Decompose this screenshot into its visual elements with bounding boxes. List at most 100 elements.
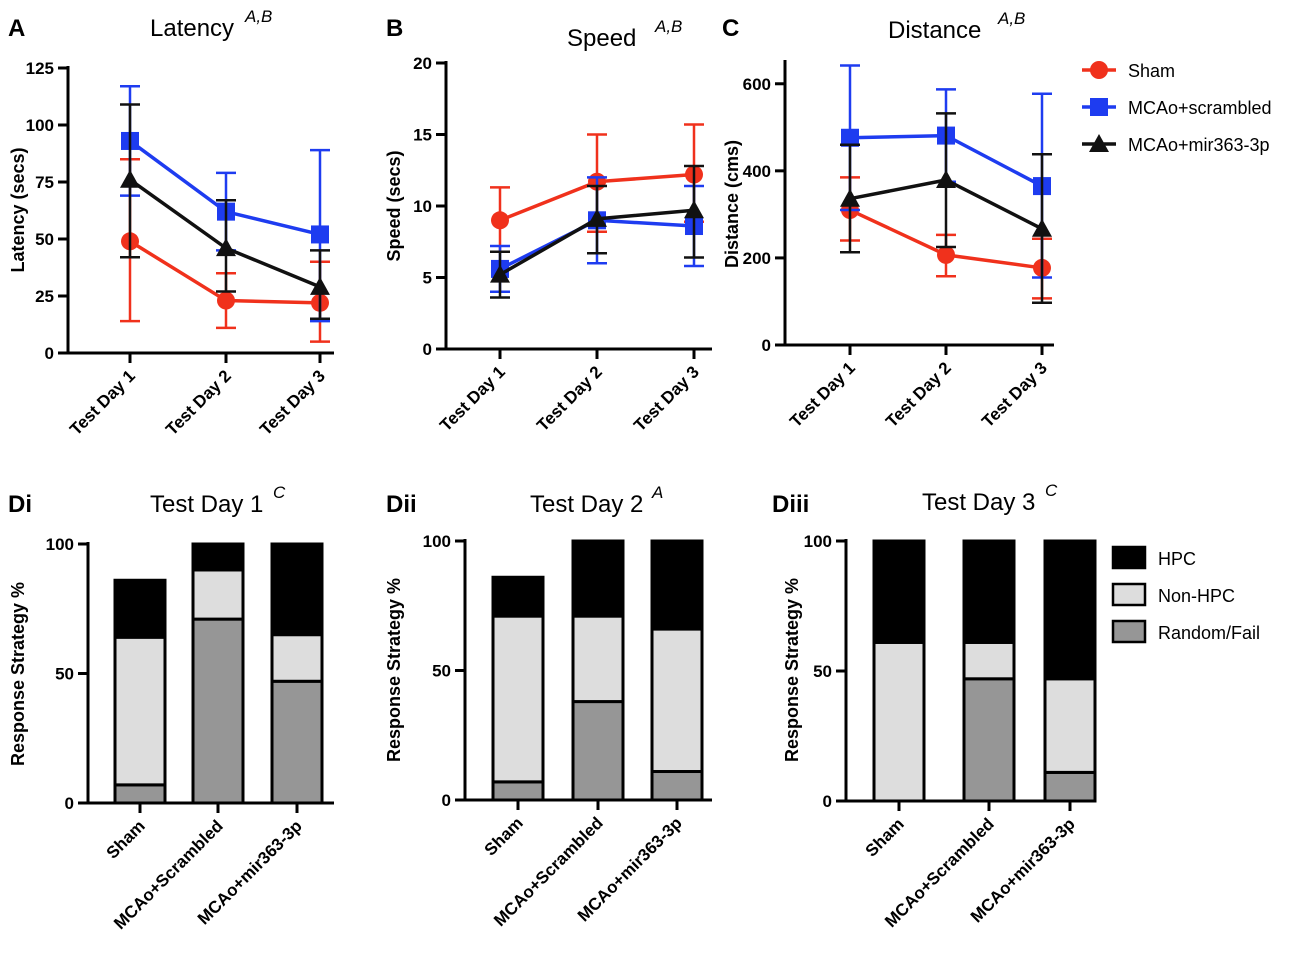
x-tick-label: Test Day 3 (256, 366, 329, 439)
bar-segment-random (571, 700, 625, 802)
y-tick-label: 200 (743, 249, 771, 268)
x-tick-label: Test Day 3 (630, 362, 703, 435)
panel-label: C (722, 15, 739, 42)
legend-label: MCAo+scrambled (1128, 98, 1272, 118)
panel-title: Test Day 2 (530, 491, 643, 518)
y-tick-label: 0 (45, 344, 54, 363)
y-axis-label: Speed (secs) (384, 150, 404, 261)
bar-segment-random (191, 617, 245, 805)
panel-label: Dii (386, 491, 417, 518)
bar-segment-hpc (872, 539, 926, 644)
data-point-scrambled (841, 128, 859, 147)
y-tick-label: 25 (35, 287, 54, 306)
bar-segment-random (491, 780, 545, 802)
x-tick-label: Test Day 2 (533, 362, 606, 435)
panel-title: Test Day 3 (922, 489, 1035, 516)
bar-segment-random (113, 783, 167, 805)
panel-label: Diii (772, 491, 809, 518)
y-tick-label: 0 (423, 340, 432, 359)
data-point-sham (937, 245, 955, 264)
x-tick-label: Sham (481, 813, 527, 859)
y-tick-label: 100 (26, 116, 54, 135)
panel-title-superscript: C (273, 483, 286, 502)
panel-title: Speed (567, 25, 636, 52)
legend-swatch-random (1111, 619, 1147, 644)
panel-label: Di (8, 491, 32, 518)
data-point-scrambled (311, 225, 329, 244)
y-tick-label: 0 (823, 792, 832, 811)
data-point-mir (490, 264, 510, 283)
bar-segment-nonhpc (113, 635, 167, 787)
bar-segment-nonhpc (872, 640, 926, 803)
bar-segment-nonhpc (270, 633, 324, 683)
bar-segment-random (270, 679, 324, 805)
panel-title-superscript: C (1045, 481, 1058, 500)
panel-title-superscript: A,B (997, 9, 1025, 28)
y-tick-label: 0 (442, 791, 451, 810)
bar-segment-hpc (491, 575, 545, 618)
y-axis-label: Response Strategy % (782, 578, 802, 762)
y-axis-label: Response Strategy % (384, 578, 404, 762)
y-tick-label: 50 (55, 665, 74, 684)
y-tick-label: 50 (35, 230, 54, 249)
legend-marker-scrambled (1090, 98, 1108, 116)
legend-swatch-nonhpc (1111, 582, 1147, 607)
bar-segment-hpc (1043, 539, 1097, 681)
y-tick-label: 400 (743, 162, 771, 181)
bar-segment-nonhpc (191, 568, 245, 621)
y-tick-label: 50 (813, 662, 832, 681)
panel-title: Test Day 1 (150, 491, 263, 518)
y-tick-label: 100 (804, 532, 832, 551)
x-tick-label: Test Day 2 (162, 366, 235, 439)
data-point-sham (491, 211, 509, 230)
bar-segment-random (650, 770, 704, 802)
bar-segment-hpc (571, 539, 625, 618)
y-tick-label: 10 (413, 197, 432, 216)
y-tick-label: 5 (423, 269, 432, 288)
y-tick-label: 75 (35, 173, 54, 192)
legend-swatch-hpc (1111, 545, 1147, 570)
data-point-mir (936, 169, 956, 188)
bar-segment-nonhpc (650, 627, 704, 774)
legend-label: HPC (1158, 549, 1196, 569)
bar-segment-hpc (113, 578, 167, 639)
x-tick-label: Test Day 2 (882, 358, 955, 431)
y-axis-label: Response Strategy % (8, 582, 28, 766)
data-point-mir (120, 169, 140, 188)
panel-title-superscript: A,B (244, 7, 272, 26)
panel-label: B (386, 15, 403, 42)
bar-segment-hpc (270, 542, 324, 637)
bar-segment-random (1043, 770, 1097, 803)
bar-segment-nonhpc (1043, 677, 1097, 774)
x-tick-label: Test Day 3 (978, 358, 1051, 431)
legend-label: MCAo+mir363-3p (1128, 135, 1270, 155)
x-tick-label: Sham (862, 814, 908, 860)
data-point-mir (684, 200, 704, 219)
bar-segment-nonhpc (491, 614, 545, 784)
y-tick-label: 15 (413, 126, 432, 145)
y-tick-label: 100 (423, 532, 451, 551)
x-tick-label: Test Day 1 (786, 358, 859, 431)
bar-segment-hpc (962, 539, 1016, 644)
y-tick-label: 20 (413, 54, 432, 73)
panel-title: Latency (150, 15, 234, 42)
y-tick-label: 0 (762, 336, 771, 355)
panel-title-superscript: A (651, 483, 663, 502)
data-point-mir (216, 238, 236, 257)
legend-marker-sham (1090, 61, 1108, 79)
bar-segment-hpc (191, 542, 245, 572)
y-tick-label: 0 (65, 794, 74, 813)
bar-segment-nonhpc (571, 614, 625, 704)
data-point-mir (1032, 218, 1052, 237)
x-tick-label: Test Day 1 (436, 362, 509, 435)
legend-marker-mir (1089, 134, 1109, 152)
y-axis-label: Latency (secs) (8, 147, 28, 272)
legend-label: Non-HPC (1158, 586, 1235, 606)
y-tick-label: 100 (46, 535, 74, 554)
bar-segment-hpc (650, 539, 704, 631)
y-tick-label: 600 (743, 75, 771, 94)
bar-segment-random (962, 677, 1016, 803)
bar-segment-nonhpc (962, 640, 1016, 681)
data-point-mir (310, 276, 330, 295)
